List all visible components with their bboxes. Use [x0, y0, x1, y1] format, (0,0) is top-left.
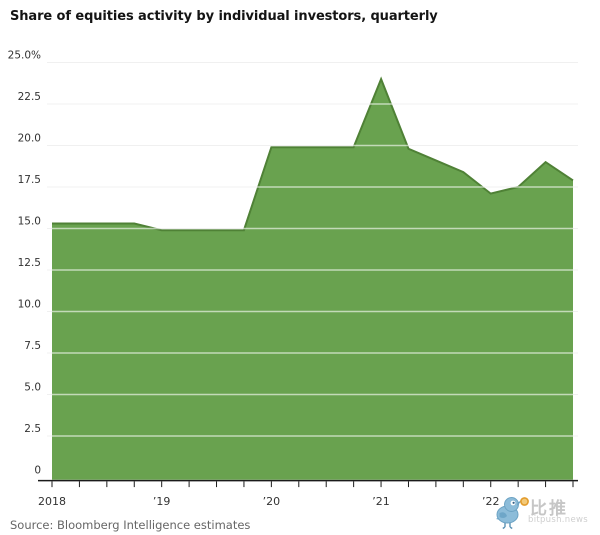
x-axis-labels: 2018 ’19 ’20 ’21 ’22	[38, 495, 499, 508]
x-tick-label: ’20	[263, 495, 281, 508]
bird-legs	[502, 523, 513, 530]
chart-title: Share of equities activity by individual…	[10, 9, 438, 24]
x-tick-label: ’22	[482, 495, 500, 508]
area-series	[52, 79, 573, 480]
y-tick-label: 0	[34, 465, 41, 477]
x-tick-label: 2018	[38, 495, 66, 508]
y-tick-label: 2.5	[24, 423, 41, 435]
bird-body-group	[496, 497, 523, 530]
y-tick-label: 15.0	[18, 216, 41, 228]
y-tick-label: 17.5	[18, 174, 41, 186]
y-tick-label: 12.5	[18, 257, 41, 269]
x-tick-label: ’21	[372, 495, 390, 508]
y-tick-label: 25.0%	[8, 50, 41, 62]
x-tick-label: ’19	[153, 495, 171, 508]
bird-pupil	[512, 501, 515, 504]
bird-mascot-icon	[496, 497, 529, 530]
bitpush-watermark: 比推 bitpush.news	[493, 493, 597, 533]
y-axis-labels: 0 2.5 5.0 7.5 10.0 12.5 15.0 17.5 20.0 22.5 25.0%	[8, 50, 41, 477]
watermark-domain: bitpush.news	[528, 515, 588, 525]
source-note: Source: Bloomberg Intelligence estimates	[10, 518, 251, 532]
y-tick-label: 20.0	[18, 133, 41, 145]
y-tick-label: 5.0	[24, 382, 41, 394]
y-tick-label: 7.5	[24, 340, 41, 352]
watermark-brand-cn: 比推	[530, 499, 568, 519]
gridlines-over	[47, 61, 578, 437]
area-edge-line	[52, 76, 574, 232]
bird-wing	[499, 512, 507, 519]
x-axis-ticks	[51, 481, 574, 488]
y-tick-label: 22.5	[18, 91, 41, 103]
coin-icon	[520, 497, 529, 506]
y-tick-label: 10.0	[18, 299, 41, 311]
